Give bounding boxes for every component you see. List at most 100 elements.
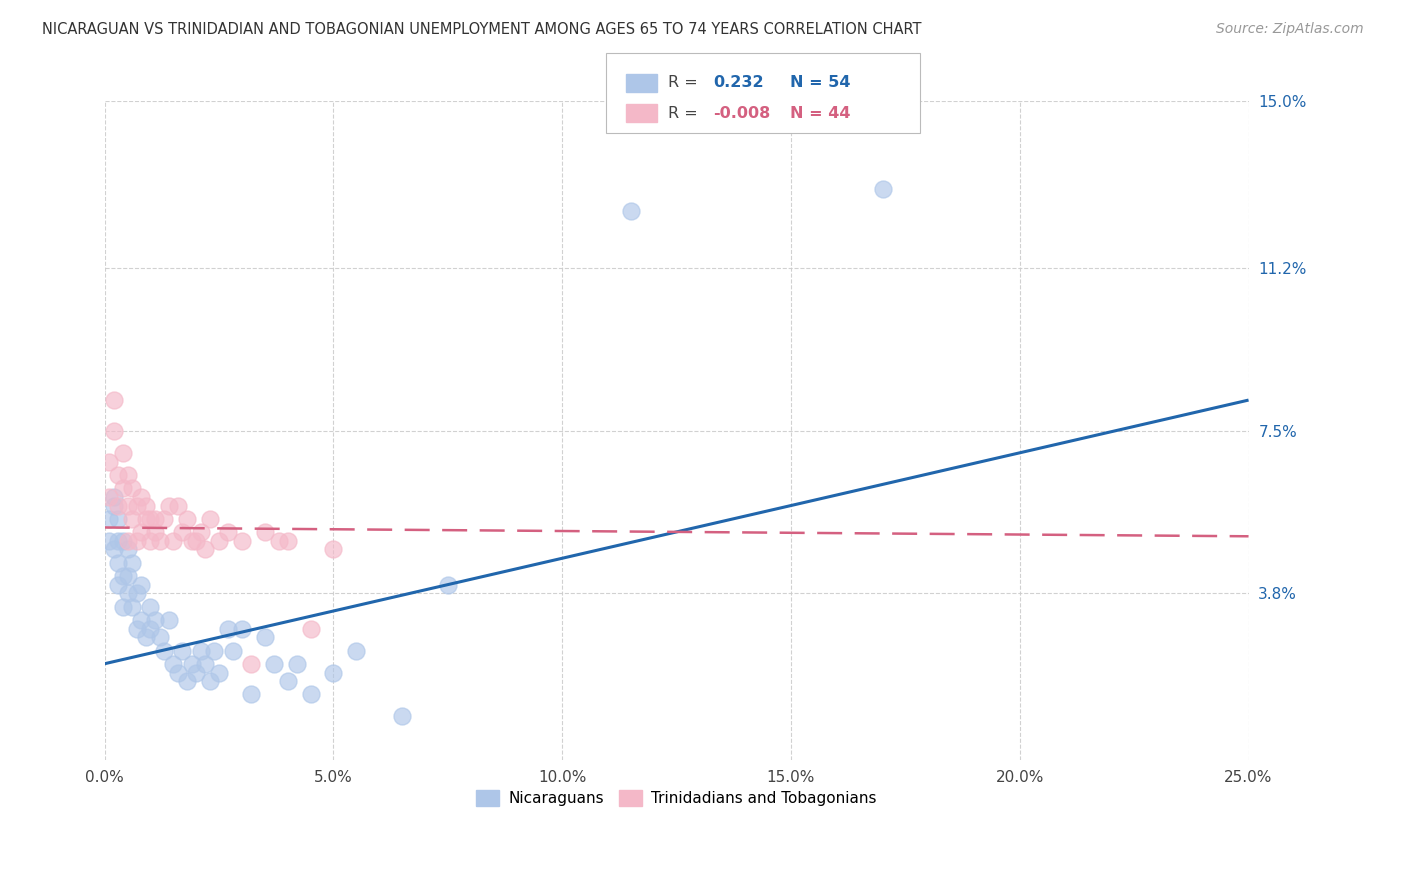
Point — [180, 533, 202, 548]
Text: N = 44: N = 44 — [790, 106, 851, 120]
Point — [111, 599, 134, 614]
Legend: Nicaraguans, Trinidadians and Tobagonians: Nicaraguans, Trinidadians and Tobagonian… — [470, 784, 883, 812]
Point — [208, 533, 231, 548]
Point — [143, 512, 166, 526]
Point — [148, 533, 170, 548]
Point — [285, 657, 308, 671]
Point — [107, 577, 129, 591]
Point — [125, 586, 148, 600]
Point — [117, 533, 139, 548]
Point — [125, 533, 148, 548]
Point — [263, 657, 285, 671]
Text: R =: R = — [668, 106, 703, 120]
Point — [111, 446, 134, 460]
Point — [121, 599, 143, 614]
Point — [135, 631, 157, 645]
Point — [135, 499, 157, 513]
Text: R =: R = — [668, 76, 703, 90]
Point — [186, 665, 208, 680]
Point — [98, 454, 121, 468]
Point — [107, 512, 129, 526]
Point — [162, 657, 184, 671]
Point — [129, 524, 152, 539]
Point — [153, 512, 176, 526]
Point — [299, 688, 322, 702]
Point — [267, 533, 290, 548]
Text: N = 54: N = 54 — [790, 76, 851, 90]
Point — [176, 512, 198, 526]
Point — [143, 524, 166, 539]
Point — [299, 622, 322, 636]
Text: Source: ZipAtlas.com: Source: ZipAtlas.com — [1216, 22, 1364, 37]
Point — [111, 533, 134, 548]
Point — [194, 657, 217, 671]
Point — [117, 569, 139, 583]
Point — [98, 490, 121, 504]
Point — [176, 674, 198, 689]
Point — [143, 613, 166, 627]
Point — [125, 622, 148, 636]
Point — [153, 643, 176, 657]
Point — [253, 631, 276, 645]
Point — [107, 533, 129, 548]
Point — [129, 613, 152, 627]
Point — [167, 665, 190, 680]
Point — [172, 524, 194, 539]
Point — [139, 599, 162, 614]
Point — [107, 499, 129, 513]
Point — [121, 512, 143, 526]
Point — [198, 512, 221, 526]
Point — [240, 688, 263, 702]
Point — [194, 542, 217, 557]
Point — [98, 512, 121, 526]
Point — [204, 643, 226, 657]
Point — [98, 533, 121, 548]
Point — [129, 490, 152, 504]
Point — [103, 424, 125, 438]
Point — [208, 665, 231, 680]
Point — [117, 499, 139, 513]
Point — [157, 613, 180, 627]
Point — [198, 674, 221, 689]
Point — [129, 577, 152, 591]
Point — [872, 182, 894, 196]
Point — [103, 393, 125, 408]
Point — [437, 577, 460, 591]
Point — [217, 622, 239, 636]
Point — [222, 643, 245, 657]
Text: NICARAGUAN VS TRINIDADIAN AND TOBAGONIAN UNEMPLOYMENT AMONG AGES 65 TO 74 YEARS : NICARAGUAN VS TRINIDADIAN AND TOBAGONIAN… — [42, 22, 922, 37]
Point — [111, 569, 134, 583]
Point — [190, 524, 212, 539]
Point — [172, 643, 194, 657]
Point — [344, 643, 367, 657]
Point — [117, 586, 139, 600]
Point — [103, 499, 125, 513]
Point — [135, 512, 157, 526]
Text: -0.008: -0.008 — [713, 106, 770, 120]
Point — [167, 499, 190, 513]
Point — [121, 556, 143, 570]
Point — [111, 481, 134, 495]
Point — [162, 533, 184, 548]
Point — [620, 204, 643, 219]
Point — [107, 467, 129, 482]
Point — [117, 467, 139, 482]
Point — [277, 674, 299, 689]
Point — [117, 542, 139, 557]
Point — [121, 481, 143, 495]
Point — [231, 622, 253, 636]
Point — [253, 524, 276, 539]
Point — [103, 490, 125, 504]
Point — [125, 499, 148, 513]
Point — [240, 657, 263, 671]
Point — [277, 533, 299, 548]
Point — [157, 499, 180, 513]
Point — [180, 657, 202, 671]
Point — [148, 631, 170, 645]
Point — [217, 524, 239, 539]
Point — [322, 665, 344, 680]
Point — [103, 542, 125, 557]
Point — [186, 533, 208, 548]
Point — [107, 556, 129, 570]
Point — [139, 622, 162, 636]
